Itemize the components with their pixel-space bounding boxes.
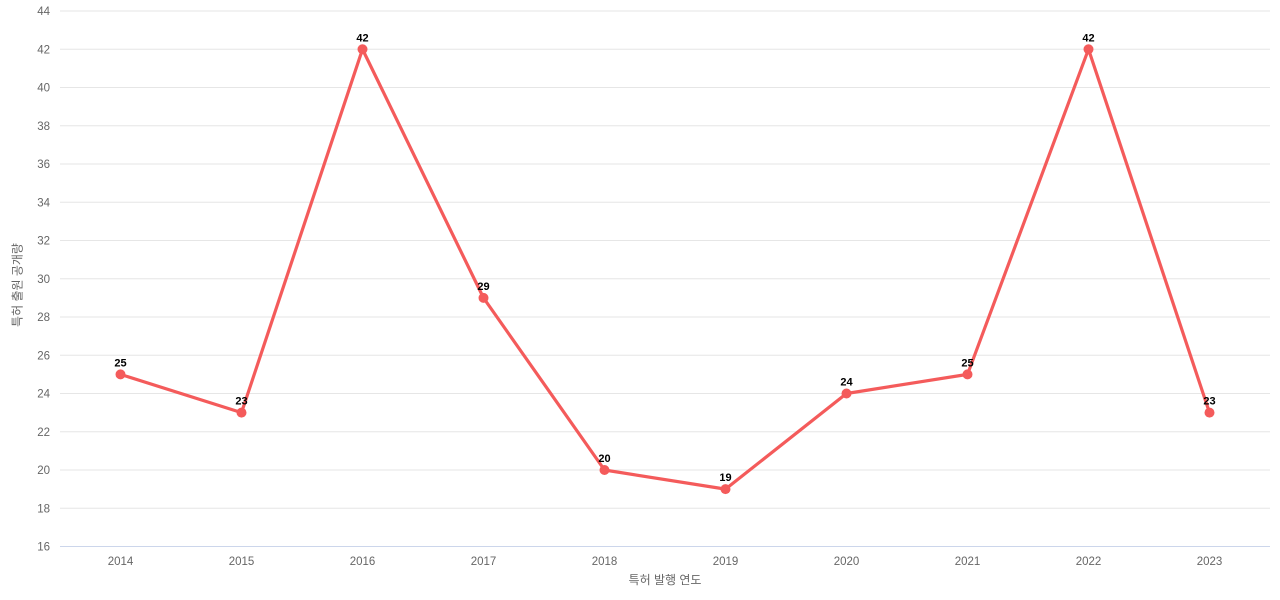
data-label: 42 [1082, 32, 1094, 44]
y-tick-label: 18 [37, 503, 50, 515]
y-tick-label: 16 [37, 542, 50, 554]
y-tick-label: 32 [37, 236, 50, 248]
data-point[interactable] [478, 292, 489, 303]
x-tick-label: 2019 [713, 556, 739, 568]
y-tick-label: 40 [37, 83, 50, 95]
y-tick-label: 20 [37, 465, 50, 477]
data-point[interactable] [1083, 44, 1094, 55]
y-tick-label: 36 [37, 159, 50, 171]
y-tick-label: 30 [37, 274, 50, 286]
data-point[interactable] [962, 369, 973, 380]
data-point[interactable] [841, 388, 852, 399]
data-point[interactable] [599, 465, 610, 475]
x-tick-label: 2018 [592, 556, 618, 568]
y-tick-label: 38 [37, 121, 50, 133]
y-tick-label: 42 [37, 44, 50, 56]
data-label: 19 [719, 472, 731, 484]
data-label: 24 [840, 377, 853, 389]
data-label: 29 [477, 281, 489, 293]
x-tick-label: 2017 [471, 556, 497, 568]
data-label: 23 [235, 396, 247, 408]
y-tick-label: 34 [37, 197, 50, 209]
x-tick-label: 2022 [1076, 556, 1102, 568]
y-tick-label: 26 [37, 350, 50, 362]
y-tick-label: 22 [37, 427, 50, 439]
data-label: 42 [356, 32, 368, 44]
data-point[interactable] [357, 44, 368, 55]
x-tick-label: 2016 [350, 556, 376, 568]
data-label: 20 [598, 453, 610, 465]
data-label: 25 [961, 357, 973, 369]
x-tick-label: 2014 [108, 556, 134, 568]
y-tick-label: 28 [37, 312, 50, 324]
data-point[interactable] [236, 407, 247, 418]
y-tick-label: 44 [37, 6, 50, 18]
data-label: 23 [1203, 396, 1215, 408]
data-point[interactable] [720, 484, 731, 495]
x-tick-label: 2023 [1197, 556, 1223, 568]
y-axis-title: 특허 출원 공개량 [10, 243, 25, 327]
series-line [118, 47, 1212, 491]
data-point[interactable] [115, 369, 126, 380]
y-tick-label: 24 [37, 389, 50, 401]
x-tick-label: 2021 [955, 556, 981, 568]
x-axis-title: 특허 발행 연도 [628, 573, 702, 587]
data-point[interactable] [1204, 407, 1215, 418]
x-tick-label: 2015 [229, 556, 255, 568]
x-tick-label: 2020 [834, 556, 860, 568]
data-label: 25 [114, 357, 126, 369]
